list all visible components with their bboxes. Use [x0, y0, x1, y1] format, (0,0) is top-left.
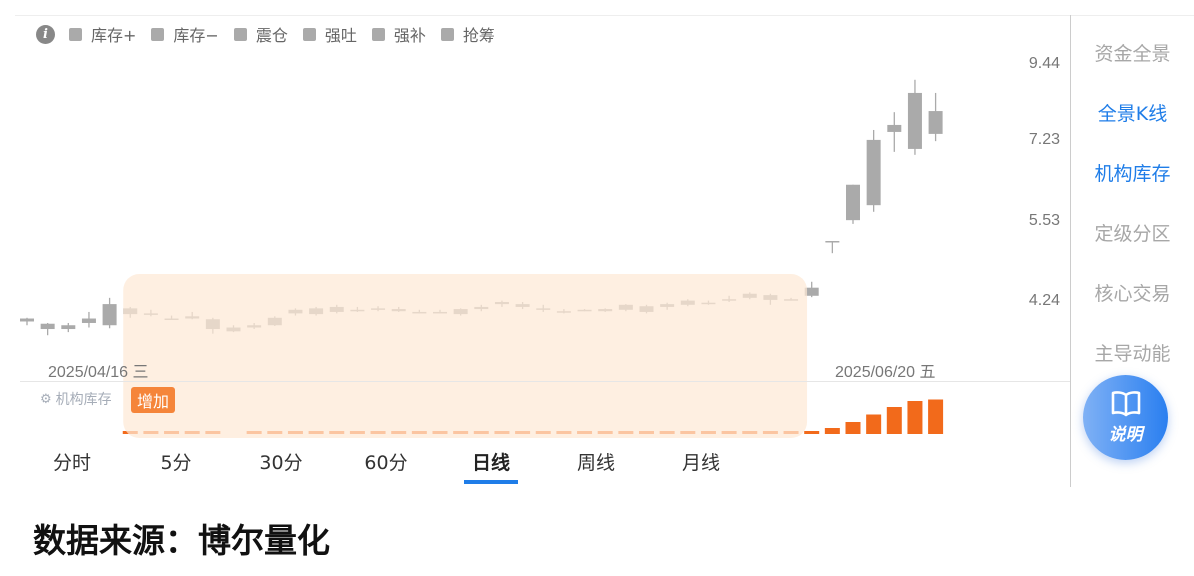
candle-body	[846, 184, 860, 221]
info-icon[interactable]: i	[36, 24, 55, 44]
inventory-indicator-label[interactable]: ⚙ 机构库存	[40, 389, 112, 409]
tab-intraday[interactable]: 分时	[52, 452, 92, 474]
active-tab-indicator	[464, 480, 518, 484]
candle-body	[102, 304, 117, 326]
legend-swatch	[151, 27, 165, 41]
help-button[interactable]: 说明	[1083, 375, 1168, 460]
legend-label: 强补	[393, 26, 426, 45]
end-date-label: 2025/06/20 五	[835, 364, 936, 381]
candle-body	[61, 325, 76, 330]
period-tabs: 分时 5分 30分 60分 日线 周线 月线	[0, 448, 1060, 488]
tab-60min[interactable]: 60分	[364, 452, 408, 474]
legend-label: 抢筹	[462, 26, 495, 45]
menu-item-dominant-momentum[interactable]: 主导动能	[1094, 343, 1171, 365]
legend-swatch	[233, 27, 247, 41]
inventory-bar	[866, 414, 882, 434]
inventory-bar	[804, 431, 820, 434]
data-source-caption: 数据来源：博尔量化	[33, 521, 330, 560]
y-tick: 9.44	[1028, 55, 1060, 72]
book-icon	[1111, 391, 1140, 417]
top-divider	[15, 15, 1194, 16]
menu-item-panorama-kline[interactable]: 全景K线	[1097, 103, 1168, 125]
candle-body	[907, 92, 922, 149]
inventory-bar	[824, 428, 840, 434]
tab-30min[interactable]: 30分	[259, 452, 303, 474]
y-tick: 7.23	[1028, 131, 1060, 148]
candle-body	[40, 323, 55, 330]
gear-icon[interactable]: ⚙	[40, 391, 52, 407]
menu-item-institution-inventory[interactable]: 机构库存	[1094, 163, 1171, 185]
inventory-bar	[845, 422, 861, 434]
tab-weekly[interactable]: 周线	[576, 452, 616, 474]
candle-body	[825, 240, 840, 243]
increase-badge: 增加	[131, 387, 176, 413]
inventory-bar	[907, 401, 923, 434]
y-tick: 4.24	[1028, 292, 1060, 309]
legend-label: 库存−	[173, 26, 219, 45]
inventory-bar	[886, 407, 902, 434]
legend-label: 强吐	[324, 26, 357, 45]
legend-item[interactable]: 强补	[371, 22, 426, 46]
inventory-label: 机构库存	[55, 392, 112, 408]
kline-chart[interactable]	[0, 0, 1070, 445]
legend-item[interactable]: 库存+	[69, 22, 136, 46]
highlight-region	[123, 274, 808, 438]
candle-body	[887, 124, 902, 132]
y-tick: 5.53	[1028, 212, 1060, 229]
legend-swatch	[302, 27, 316, 41]
start-date-label: 2025/04/16 三	[48, 364, 149, 381]
legend-item[interactable]: 强吐	[302, 22, 357, 46]
legend-item[interactable]: 震仓	[233, 22, 288, 46]
candle-body	[928, 111, 943, 134]
inventory-bar	[928, 399, 944, 434]
candle-body	[81, 318, 96, 323]
sidebar-divider	[1070, 15, 1071, 487]
legend-label: 震仓	[255, 26, 288, 45]
menu-item-core-trading[interactable]: 核心交易	[1094, 283, 1171, 305]
legend-swatch	[440, 27, 454, 41]
candle-body	[866, 139, 881, 206]
legend-swatch	[371, 27, 385, 41]
legend-label: 库存+	[91, 26, 137, 45]
candle-body	[804, 287, 819, 296]
candle-body	[20, 318, 34, 322]
menu-item-grading-zone[interactable]: 定级分区	[1094, 223, 1171, 245]
panel-divider	[20, 381, 1070, 382]
tab-monthly[interactable]: 月线	[681, 452, 721, 474]
legend: i 库存+ 库存− 震仓 强吐 强补 抢筹	[36, 23, 510, 45]
legend-item[interactable]: 库存−	[151, 22, 219, 46]
tab-daily[interactable]: 日线	[471, 452, 511, 474]
menu-item-fund-overview[interactable]: 资金全景	[1094, 43, 1171, 65]
legend-swatch	[69, 27, 82, 41]
tab-5min[interactable]: 5分	[160, 452, 192, 474]
help-label: 说明	[1108, 425, 1143, 445]
legend-item[interactable]: 抢筹	[440, 22, 495, 46]
